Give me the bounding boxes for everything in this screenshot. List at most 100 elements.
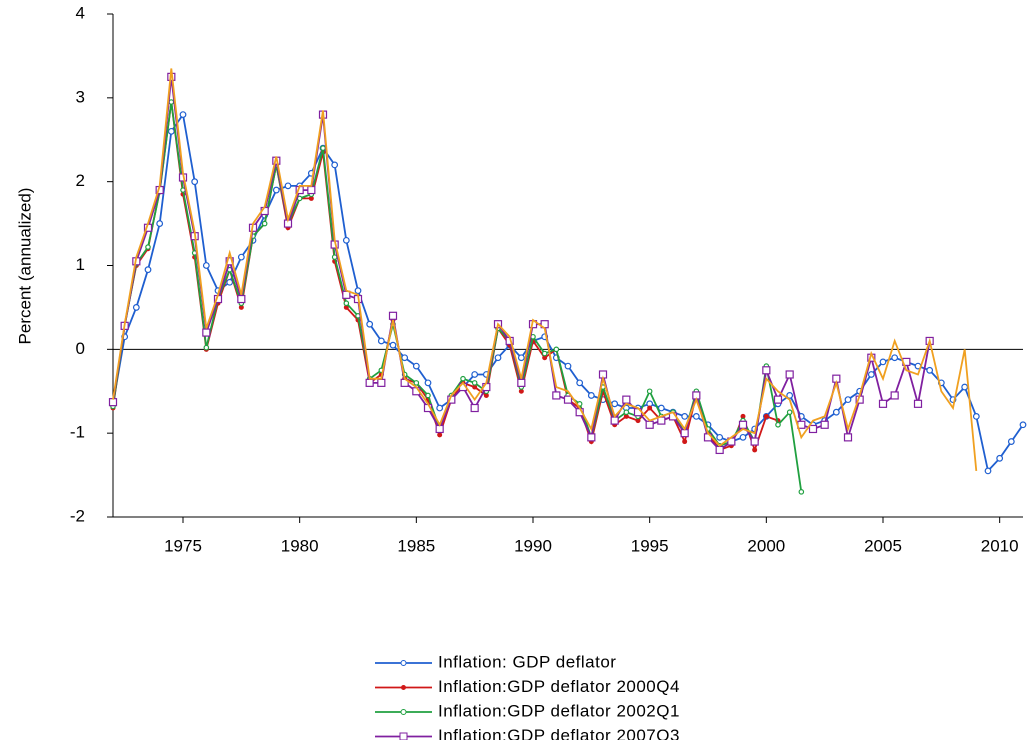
point	[740, 413, 746, 419]
point	[494, 354, 502, 362]
point	[738, 420, 748, 429]
point	[623, 413, 629, 419]
legend-label: Inflation:GDP deflator 2007Q3	[438, 726, 680, 740]
point	[437, 432, 443, 438]
point	[389, 341, 397, 349]
legend-label: Inflation:GDP deflator 2000Q4	[438, 677, 680, 696]
point	[307, 185, 316, 195]
point	[377, 337, 385, 345]
point	[843, 433, 853, 442]
series-line	[112, 76, 931, 452]
x-tick-label: 1990	[514, 536, 552, 555]
point	[425, 392, 431, 399]
point	[412, 362, 420, 370]
point	[611, 400, 619, 408]
point	[191, 178, 199, 186]
point	[470, 403, 479, 413]
point	[284, 182, 292, 190]
x-tick-label: 1975	[164, 536, 202, 555]
point	[225, 257, 234, 266]
point	[331, 161, 339, 169]
legend-label: Inflation: GDP deflator	[438, 652, 616, 671]
point	[156, 220, 164, 227]
point	[587, 392, 595, 399]
point	[472, 384, 478, 390]
point	[996, 454, 1004, 462]
point	[377, 378, 386, 387]
point	[681, 413, 689, 420]
point	[692, 413, 700, 420]
x-tick-label: 2010	[981, 536, 1019, 555]
point	[342, 236, 350, 244]
point	[541, 350, 548, 357]
point	[203, 344, 210, 351]
point	[645, 420, 654, 429]
point	[388, 311, 398, 320]
series-line	[112, 101, 779, 453]
point	[739, 433, 747, 441]
point	[132, 304, 140, 311]
point	[576, 379, 584, 387]
x-tick-label: 2000	[747, 536, 785, 555]
series-line	[112, 112, 1024, 473]
x-tick-label: 1985	[397, 536, 435, 555]
point	[552, 391, 561, 400]
point	[179, 111, 187, 118]
point	[622, 395, 631, 404]
point	[471, 380, 478, 386]
point	[517, 354, 525, 362]
point	[878, 399, 888, 408]
point	[832, 408, 840, 416]
point	[272, 186, 280, 194]
point	[808, 424, 818, 434]
legend-marker	[400, 709, 407, 715]
point	[108, 398, 118, 407]
y-axis-label: Percent (annualized)	[15, 188, 34, 345]
point	[471, 371, 479, 378]
point	[354, 287, 362, 295]
x-tick-label: 1980	[281, 536, 319, 555]
point	[202, 328, 211, 337]
point	[168, 99, 175, 105]
point	[775, 421, 781, 428]
point	[331, 254, 338, 260]
point	[657, 404, 665, 412]
point	[867, 371, 875, 378]
point	[635, 418, 641, 424]
y-tick-label: 3	[76, 87, 85, 106]
point	[879, 358, 887, 366]
legend-marker	[399, 732, 408, 740]
point	[750, 437, 759, 446]
point	[844, 396, 852, 404]
legend-label: Inflation:GDP deflator 2002Q1	[438, 701, 680, 720]
point	[763, 413, 769, 419]
x-tick-label: 1995	[631, 536, 669, 555]
y-tick-label: 1	[76, 255, 85, 274]
point	[647, 405, 653, 411]
y-tick-label: 4	[76, 3, 85, 22]
legend-marker	[400, 660, 407, 666]
point	[413, 380, 420, 386]
point	[680, 429, 689, 438]
point	[913, 399, 923, 408]
point	[564, 362, 572, 370]
point	[145, 244, 151, 250]
point	[798, 489, 805, 495]
point	[623, 409, 630, 416]
x-tick-label: 2005	[864, 536, 902, 555]
point	[517, 378, 526, 387]
point	[518, 388, 524, 394]
point	[436, 404, 444, 412]
point	[682, 439, 688, 445]
point	[587, 433, 596, 442]
point	[786, 392, 794, 399]
y-tick-label: -2	[70, 506, 85, 525]
point	[786, 409, 793, 416]
point	[237, 294, 246, 304]
point	[401, 354, 409, 362]
point	[226, 278, 234, 286]
point	[926, 366, 934, 374]
point	[715, 445, 724, 455]
y-tick-label: 0	[76, 339, 85, 358]
point	[424, 379, 432, 387]
